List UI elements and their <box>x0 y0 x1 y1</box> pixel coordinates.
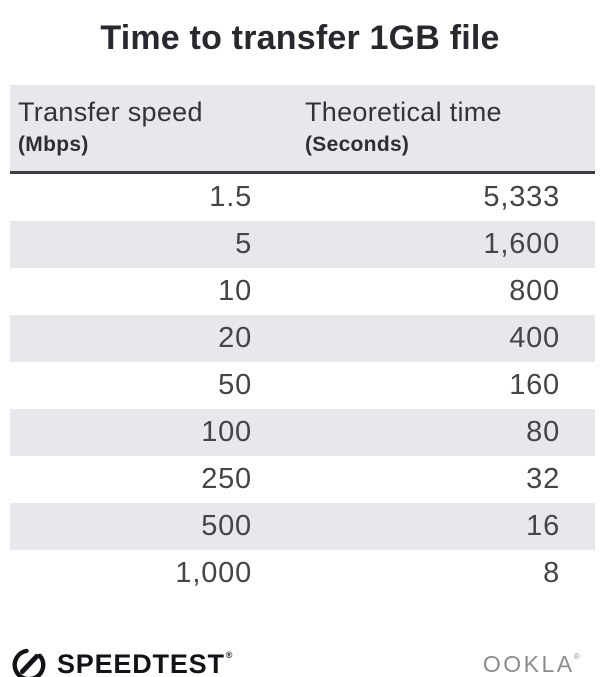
time-value: 80 <box>526 416 560 448</box>
table-row: 5 1,600 <box>10 221 595 268</box>
table-row: 1,000 8 <box>10 550 595 597</box>
time-value: 800 <box>509 275 560 307</box>
time-value: 1,600 <box>483 228 560 260</box>
ookla-logo: OOKLA ® <box>483 651 582 677</box>
speed-value: 1,000 <box>175 557 252 589</box>
speedtest-wordmark: SPEEDTEST ® <box>57 649 233 677</box>
time-value: 5,333 <box>483 181 560 213</box>
time-value: 16 <box>526 510 560 542</box>
header-divider <box>10 171 595 174</box>
table-header-row: Transfer speed (Mbps) Theoretical time (… <box>10 85 595 171</box>
time-value: 8 <box>543 557 560 589</box>
speed-value: 5 <box>235 228 252 260</box>
page-title: Time to transfer 1GB file <box>100 19 500 57</box>
table-body: 1.5 5,333 5 1,600 10 800 20 400 50 160 1… <box>10 174 595 597</box>
speedtest-label: SPEEDTEST <box>57 648 225 677</box>
table-row: 50 160 <box>10 362 595 409</box>
registered-trademark-icon: ® <box>573 651 582 661</box>
speed-value: 100 <box>201 416 252 448</box>
header-transfer-speed: Transfer speed (Mbps) <box>10 85 305 171</box>
transfer-time-table: Transfer speed (Mbps) Theoretical time (… <box>10 85 595 597</box>
registered-trademark-icon: ® <box>225 649 234 660</box>
speed-value: 500 <box>201 510 252 542</box>
time-value: 400 <box>509 322 560 354</box>
time-value: 32 <box>526 463 560 495</box>
column-label: Transfer speed <box>18 97 203 127</box>
footer: SPEEDTEST ® OOKLA ® <box>0 641 600 677</box>
speedtest-logo: SPEEDTEST ® <box>10 645 233 677</box>
speed-value: 50 <box>218 369 252 401</box>
speedometer-gauge-icon <box>10 645 48 677</box>
column-unit: (Seconds) <box>305 133 410 156</box>
table-row: 20 400 <box>10 315 595 362</box>
time-value: 160 <box>509 369 560 401</box>
speed-value: 20 <box>218 322 252 354</box>
speed-value: 250 <box>201 463 252 495</box>
speed-value: 10 <box>218 275 252 307</box>
infographic-page: Time to transfer 1GB file Transfer speed… <box>0 19 600 677</box>
ookla-label: OOKLA <box>482 650 575 677</box>
column-label: Theoretical time <box>305 97 502 127</box>
header-theoretical-time: Theoretical time (Seconds) <box>305 85 595 171</box>
table-row: 500 16 <box>10 503 595 550</box>
table-row: 10 800 <box>10 268 595 315</box>
table-row: 250 32 <box>10 456 595 503</box>
table-row: 1.5 5,333 <box>10 174 595 221</box>
speed-value: 1.5 <box>209 181 252 213</box>
column-unit: (Mbps) <box>18 133 89 156</box>
table-row: 100 80 <box>10 409 595 456</box>
